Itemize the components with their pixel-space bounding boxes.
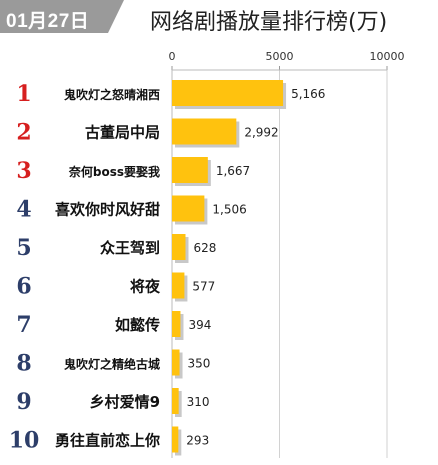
category-label: 古董局中局 xyxy=(85,124,160,142)
rank-number: 2 xyxy=(16,120,31,146)
value-label: 310 xyxy=(187,395,210,409)
category-label: 勇往直前恋上你 xyxy=(55,432,160,450)
rank-number: 3 xyxy=(16,158,31,184)
bar xyxy=(172,272,185,299)
date-label: 01月27日 xyxy=(6,11,90,32)
bar xyxy=(172,388,179,414)
value-label: 1,667 xyxy=(216,164,250,178)
rank-number: 4 xyxy=(16,197,31,223)
rank-number: 7 xyxy=(16,312,31,338)
bar xyxy=(172,426,179,453)
bar xyxy=(172,234,186,260)
tick-label: 0 xyxy=(169,50,176,63)
category-label: 鬼吹灯之怒晴湘西 xyxy=(64,87,160,102)
date-tab-background xyxy=(0,0,124,33)
bar xyxy=(172,80,284,106)
bar xyxy=(172,349,180,376)
value-label: 293 xyxy=(186,434,209,448)
value-label: 1,506 xyxy=(212,203,246,217)
category-label: 喜欢你时风好甜 xyxy=(55,201,160,219)
date-tab xyxy=(0,0,124,33)
rank-number: 9 xyxy=(16,389,31,415)
rank-number: 5 xyxy=(16,235,31,261)
bar xyxy=(172,195,205,222)
chart-title: 网络剧播放量排行榜(万) xyxy=(150,10,388,35)
value-label: 628 xyxy=(194,241,217,255)
value-label: 577 xyxy=(192,280,215,294)
category-label: 将夜 xyxy=(130,278,161,296)
bar xyxy=(172,118,237,145)
value-label: 2,992 xyxy=(244,126,278,140)
value-label: 350 xyxy=(188,357,211,371)
category-label: 如懿传 xyxy=(115,316,160,334)
rank-number: 8 xyxy=(16,351,31,377)
category-label: 乡村爱情9 xyxy=(90,393,160,411)
bar xyxy=(172,157,208,183)
tick-label: 10000 xyxy=(370,50,405,63)
rank-number: 10 xyxy=(9,428,40,454)
category-label: 众王驾到 xyxy=(100,239,160,257)
category-label: 鬼吹灯之精绝古城 xyxy=(64,357,160,372)
rank-number: 6 xyxy=(16,274,31,300)
value-label: 394 xyxy=(188,318,211,332)
bar xyxy=(172,311,181,337)
rank-number: 1 xyxy=(16,81,31,107)
value-label: 5,166 xyxy=(291,87,325,101)
tick-label: 5000 xyxy=(266,50,294,63)
category-label: 奈何boss要娶我 xyxy=(68,164,160,179)
